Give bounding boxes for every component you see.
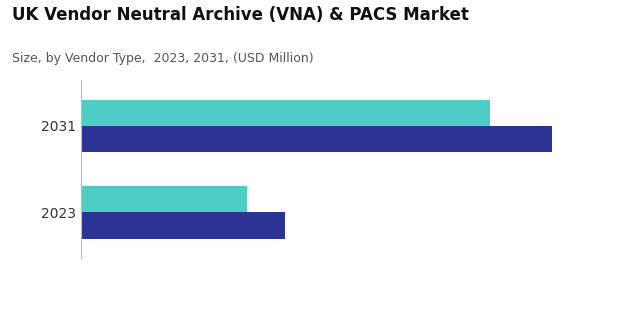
Bar <box>81 99 490 126</box>
Text: Size, by Vendor Type,  2023, 2031, (USD Million): Size, by Vendor Type, 2023, 2031, (USD M… <box>12 52 314 64</box>
Bar <box>81 126 552 152</box>
Text: UK Vendor Neutral Archive (VNA) & PACS Market: UK Vendor Neutral Archive (VNA) & PACS M… <box>12 6 469 24</box>
Bar <box>81 213 285 239</box>
Bar <box>81 186 247 213</box>
